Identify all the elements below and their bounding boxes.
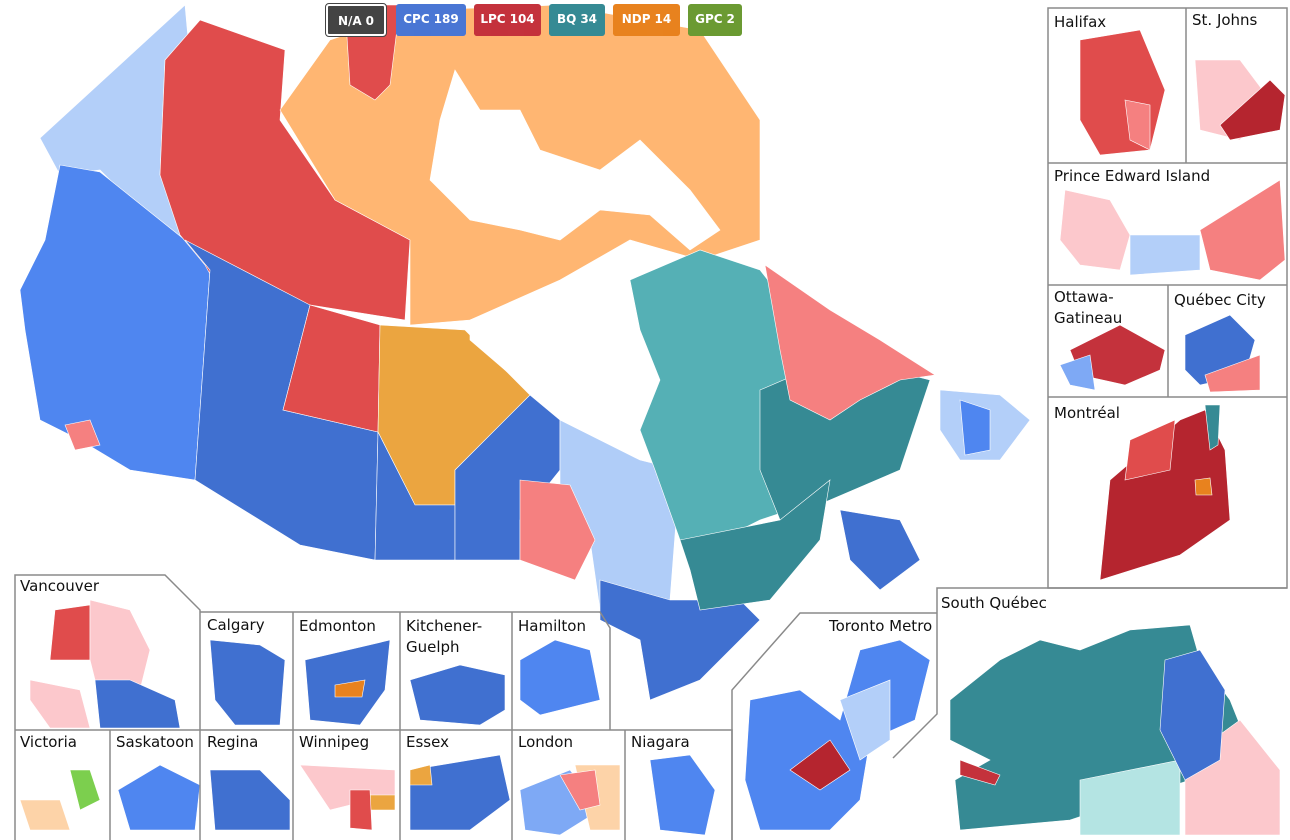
- party-name: N/A: [337, 14, 362, 28]
- strip-shade: [577, 30, 591, 36]
- inset-label: Vancouver: [20, 577, 99, 595]
- seat-count: 189: [433, 12, 459, 26]
- seat-count: 14: [654, 12, 672, 26]
- legend-strip: [396, 30, 466, 36]
- legend-button[interactable]: CPC 189: [396, 4, 466, 36]
- inset-label: Toronto Metro: [829, 617, 933, 635]
- inset-label: London: [518, 733, 573, 751]
- inset-label: Prince Edward Island: [1054, 167, 1211, 185]
- party-name: GPC: [695, 12, 723, 26]
- main-map: [19, 4, 1031, 701]
- legend-text: NDP 14: [613, 12, 680, 26]
- inset-label: Ottawa-Gatineau: [1054, 288, 1123, 327]
- inset-label: Halifax: [1054, 13, 1107, 31]
- legend-button[interactable]: GPC 2: [688, 4, 742, 36]
- legend-button[interactable]: BQ 34: [549, 4, 605, 36]
- legend-text: GPC 2: [688, 12, 742, 26]
- inset-label: Kitchener-Guelph: [406, 617, 483, 656]
- inset-label: Hamilton: [518, 617, 586, 635]
- legend-strip: [549, 30, 605, 36]
- inset-label: Niagara: [631, 733, 690, 751]
- legend-text: LPC 104: [474, 12, 541, 26]
- strip-shade: [396, 30, 414, 36]
- seat-count: 34: [580, 12, 598, 26]
- strip-shade: [448, 30, 466, 36]
- strip-shade: [646, 30, 664, 36]
- seat-count: 104: [509, 12, 535, 26]
- inset-borders: [14, 7, 1288, 840]
- strip-shade: [701, 30, 715, 36]
- strip-shade: [688, 30, 702, 36]
- strip-shade: [524, 30, 541, 36]
- legend-button[interactable]: LPC 104: [474, 4, 541, 36]
- legend-strip: [613, 30, 680, 36]
- party-name: NDP: [621, 12, 651, 26]
- legend-strip: [688, 30, 742, 36]
- strip-shade: [613, 30, 630, 36]
- strip-shade: [490, 30, 508, 36]
- inset-label: Essex: [406, 733, 449, 751]
- inset-label: St. Johns: [1192, 11, 1258, 29]
- legend-text: CPC 189: [396, 12, 466, 26]
- inset-label: Québec City: [1174, 291, 1266, 309]
- seat-count: 2: [726, 12, 735, 26]
- inset-label: Regina: [207, 733, 259, 751]
- strip-shade: [549, 30, 563, 36]
- inset-label: South Québec: [941, 594, 1047, 612]
- strip-shade: [591, 30, 605, 36]
- inset-label: Edmonton: [299, 617, 376, 635]
- inset-label: Calgary: [207, 616, 265, 634]
- strip-shade: [715, 30, 729, 36]
- party-name: CPC: [403, 12, 430, 26]
- strip-shade: [629, 30, 647, 36]
- inset-label: Montréal: [1054, 404, 1120, 422]
- strip-shade: [563, 30, 577, 36]
- inset-maps: [19, 29, 1286, 836]
- legend-text: N/A 0: [328, 14, 384, 28]
- strip-shade: [474, 30, 491, 36]
- legend-button[interactable]: NDP 14: [613, 4, 680, 36]
- strip-shade: [413, 30, 431, 36]
- party-name: BQ: [556, 12, 577, 26]
- strip-shade: [507, 30, 525, 36]
- inset-label: Saskatoon: [116, 733, 194, 751]
- legend-strip: [474, 30, 541, 36]
- legend-button[interactable]: N/A 0: [325, 3, 387, 37]
- seat-count: 0: [365, 14, 375, 28]
- strip-shade: [663, 30, 680, 36]
- inset-label: Victoria: [20, 733, 77, 751]
- strip-shade: [728, 30, 742, 36]
- inset-label: Winnipeg: [299, 733, 370, 751]
- party-name: LPC: [480, 12, 506, 26]
- legend-text: BQ 34: [549, 12, 605, 26]
- strip-shade: [431, 30, 449, 36]
